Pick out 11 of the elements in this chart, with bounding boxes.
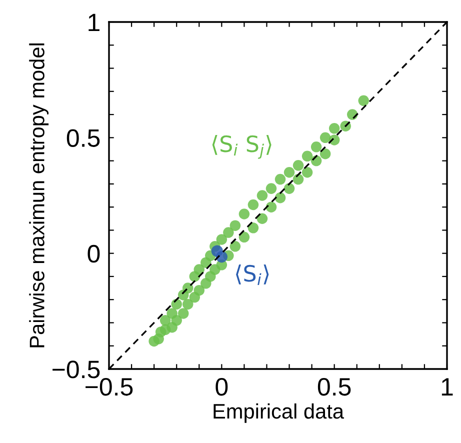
x-axis-title: Empirical data [214, 403, 344, 423]
y-tick-label: 1 [88, 14, 100, 32]
x-tick-label: 0.5 [318, 378, 351, 396]
y-tick-label: 0.5 [66, 129, 100, 147]
x-tick-label: 0 [216, 378, 228, 396]
series-label: ⟨S$_{i}$⟩ [236, 264, 269, 286]
y-axis-title: Pairwise maximun entropy model [29, 43, 49, 348]
series-label: ⟨S$_{i}$ S$_{j}$⟩ [212, 135, 272, 159]
x-tick-label: 1 [442, 378, 453, 396]
y-tick-label: 0 [88, 244, 100, 263]
y-tick-label: −0.5 [52, 360, 100, 378]
